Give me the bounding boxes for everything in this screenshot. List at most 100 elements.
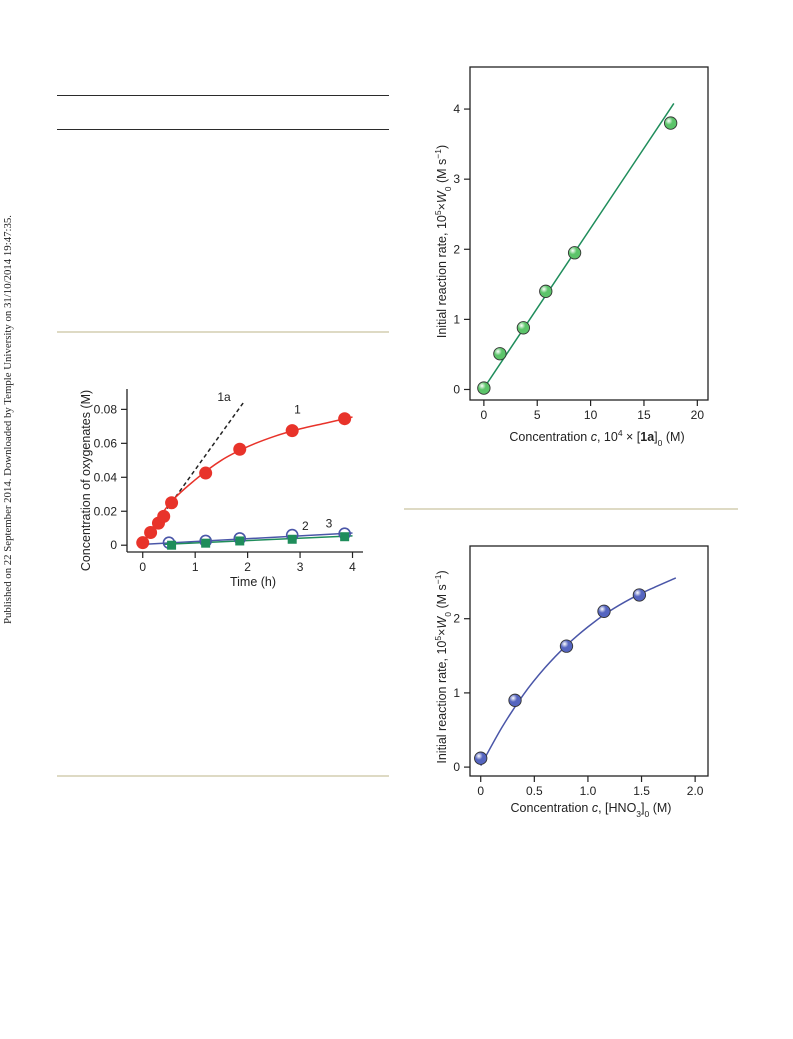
x-tick-label: 4: [349, 560, 356, 574]
x-tick-label: 2: [244, 560, 251, 574]
x-axis-label-part: , [HNO: [598, 801, 636, 815]
x-tick-label: 0: [481, 408, 488, 422]
y-axis-label-part: (M s: [435, 584, 449, 612]
x-axis-label-part: (M): [662, 430, 684, 444]
data-point-series-1: [233, 442, 247, 456]
x-axis-label-part: 1a: [640, 430, 655, 444]
plot-frame: [469, 545, 709, 777]
y-axis-label: Initial reaction rate, 105×W0 (M s−1): [433, 145, 453, 338]
x-axis-label-part: 0: [645, 809, 650, 819]
y-axis-label-part: ): [435, 145, 449, 149]
data-point-series-3: [235, 536, 245, 546]
y-tick-label: 3: [453, 172, 460, 186]
y-tick-label: 4: [453, 102, 460, 116]
y-tick-label: 2: [453, 612, 460, 626]
y-axis-label-part: 5: [433, 210, 443, 215]
y-axis-label-part: Initial reaction rate, 10: [435, 641, 449, 764]
y-axis-label: Initial reaction rate, 105×W0 (M s−1): [433, 570, 453, 763]
x-axis-label: Time (h): [230, 575, 276, 589]
x-tick-label: 10: [584, 408, 598, 422]
data-point: [516, 321, 531, 335]
y-axis-label-part: W: [435, 190, 449, 203]
y-tick-label: 0.02: [94, 504, 118, 518]
curve-label-3: 3: [326, 516, 333, 530]
data-point: [632, 588, 647, 602]
x-axis-label-part: ]: [654, 430, 657, 444]
x-tick-label: 0: [477, 784, 484, 798]
data-point: [539, 284, 553, 298]
data-point: [477, 381, 491, 395]
y-axis-label-part: ×: [435, 203, 449, 210]
data-point: [474, 751, 488, 765]
x-axis-label-part: ]: [641, 801, 644, 815]
x-tick-label: 20: [691, 408, 705, 422]
x-axis-label-part: Concentration: [511, 801, 592, 815]
data-point-series-3: [201, 538, 211, 548]
section-divider-right: [404, 508, 738, 510]
data-point-series-1: [165, 496, 179, 510]
data-point-series-3: [340, 532, 350, 542]
y-axis-label-part: W: [435, 616, 449, 629]
x-tick-label: 15: [637, 408, 651, 422]
data-point: [508, 693, 522, 707]
y-tick-label: 1: [453, 312, 460, 326]
y-tick-label: 0: [453, 382, 460, 396]
table-top-rule: [57, 95, 389, 96]
y-axis-label-part: 0: [443, 612, 453, 617]
x-axis-label-part: , 10: [597, 430, 618, 444]
x-axis-label-part: c: [591, 430, 598, 444]
y-axis-label-part: ): [435, 570, 449, 574]
x-axis-label-part: c: [592, 801, 599, 815]
fit-curve-3: [163, 535, 353, 546]
data-point: [567, 246, 582, 260]
y-axis-label-part: ×: [435, 629, 449, 636]
x-tick-label: 0: [139, 560, 146, 574]
data-point-series-1: [338, 412, 352, 426]
data-point-series-1: [285, 424, 299, 438]
y-axis-label-part: 5: [433, 636, 443, 641]
data-point: [663, 116, 678, 130]
x-axis-label-part: 3: [636, 809, 641, 819]
curve-label-1a: 1a: [217, 390, 231, 404]
data-point-series-1: [144, 525, 158, 539]
x-tick-label: 1: [192, 560, 199, 574]
x-axis-label-part: × [: [623, 430, 641, 444]
x-axis-label-part: (M): [649, 801, 671, 815]
data-point-series-1: [157, 509, 171, 523]
curve-label-2: 2: [302, 519, 309, 533]
fit-curve-1: [142, 416, 353, 544]
x-tick-label: 2.0: [687, 784, 704, 798]
x-tick-label: 3: [297, 560, 304, 574]
x-tick-label: 1.5: [633, 784, 650, 798]
x-axis-label-part: 4: [618, 428, 623, 438]
y-axis-label-part: 0: [443, 186, 453, 191]
fit-curve: [480, 577, 677, 766]
y-tick-label: 0: [110, 538, 117, 552]
table-bottom-rule: [57, 129, 389, 130]
section-divider-left-1: [57, 331, 389, 333]
data-point-series-3: [287, 534, 297, 544]
y-tick-label: 0: [453, 760, 460, 774]
data-point: [493, 347, 507, 361]
data-point-series-3: [167, 540, 177, 550]
y-axis-label-part: (M s: [435, 159, 449, 187]
x-axis-label: Concentration c, 104 × [1a]0 (M): [509, 428, 684, 448]
plot-frame: [469, 66, 709, 401]
y-tick-label: 2: [453, 242, 460, 256]
data-point-series-1: [199, 466, 213, 480]
x-axis-label-part: 0: [658, 438, 663, 448]
x-tick-label: 0.5: [526, 784, 543, 798]
section-divider-left-2: [57, 775, 389, 777]
y-tick-label: 0.06: [94, 436, 118, 450]
y-tick-label: 1: [453, 686, 460, 700]
data-point: [559, 639, 574, 653]
curve-label-1: 1: [294, 403, 301, 417]
x-tick-label: 5: [534, 408, 541, 422]
y-tick-label: 0.04: [94, 470, 118, 484]
x-tick-label: 1.0: [580, 784, 597, 798]
x-axis-label: Concentration c, [HNO3]0 (M): [511, 801, 672, 819]
x-axis-label-part: Concentration: [509, 430, 590, 444]
data-point-series-1: [136, 536, 150, 550]
